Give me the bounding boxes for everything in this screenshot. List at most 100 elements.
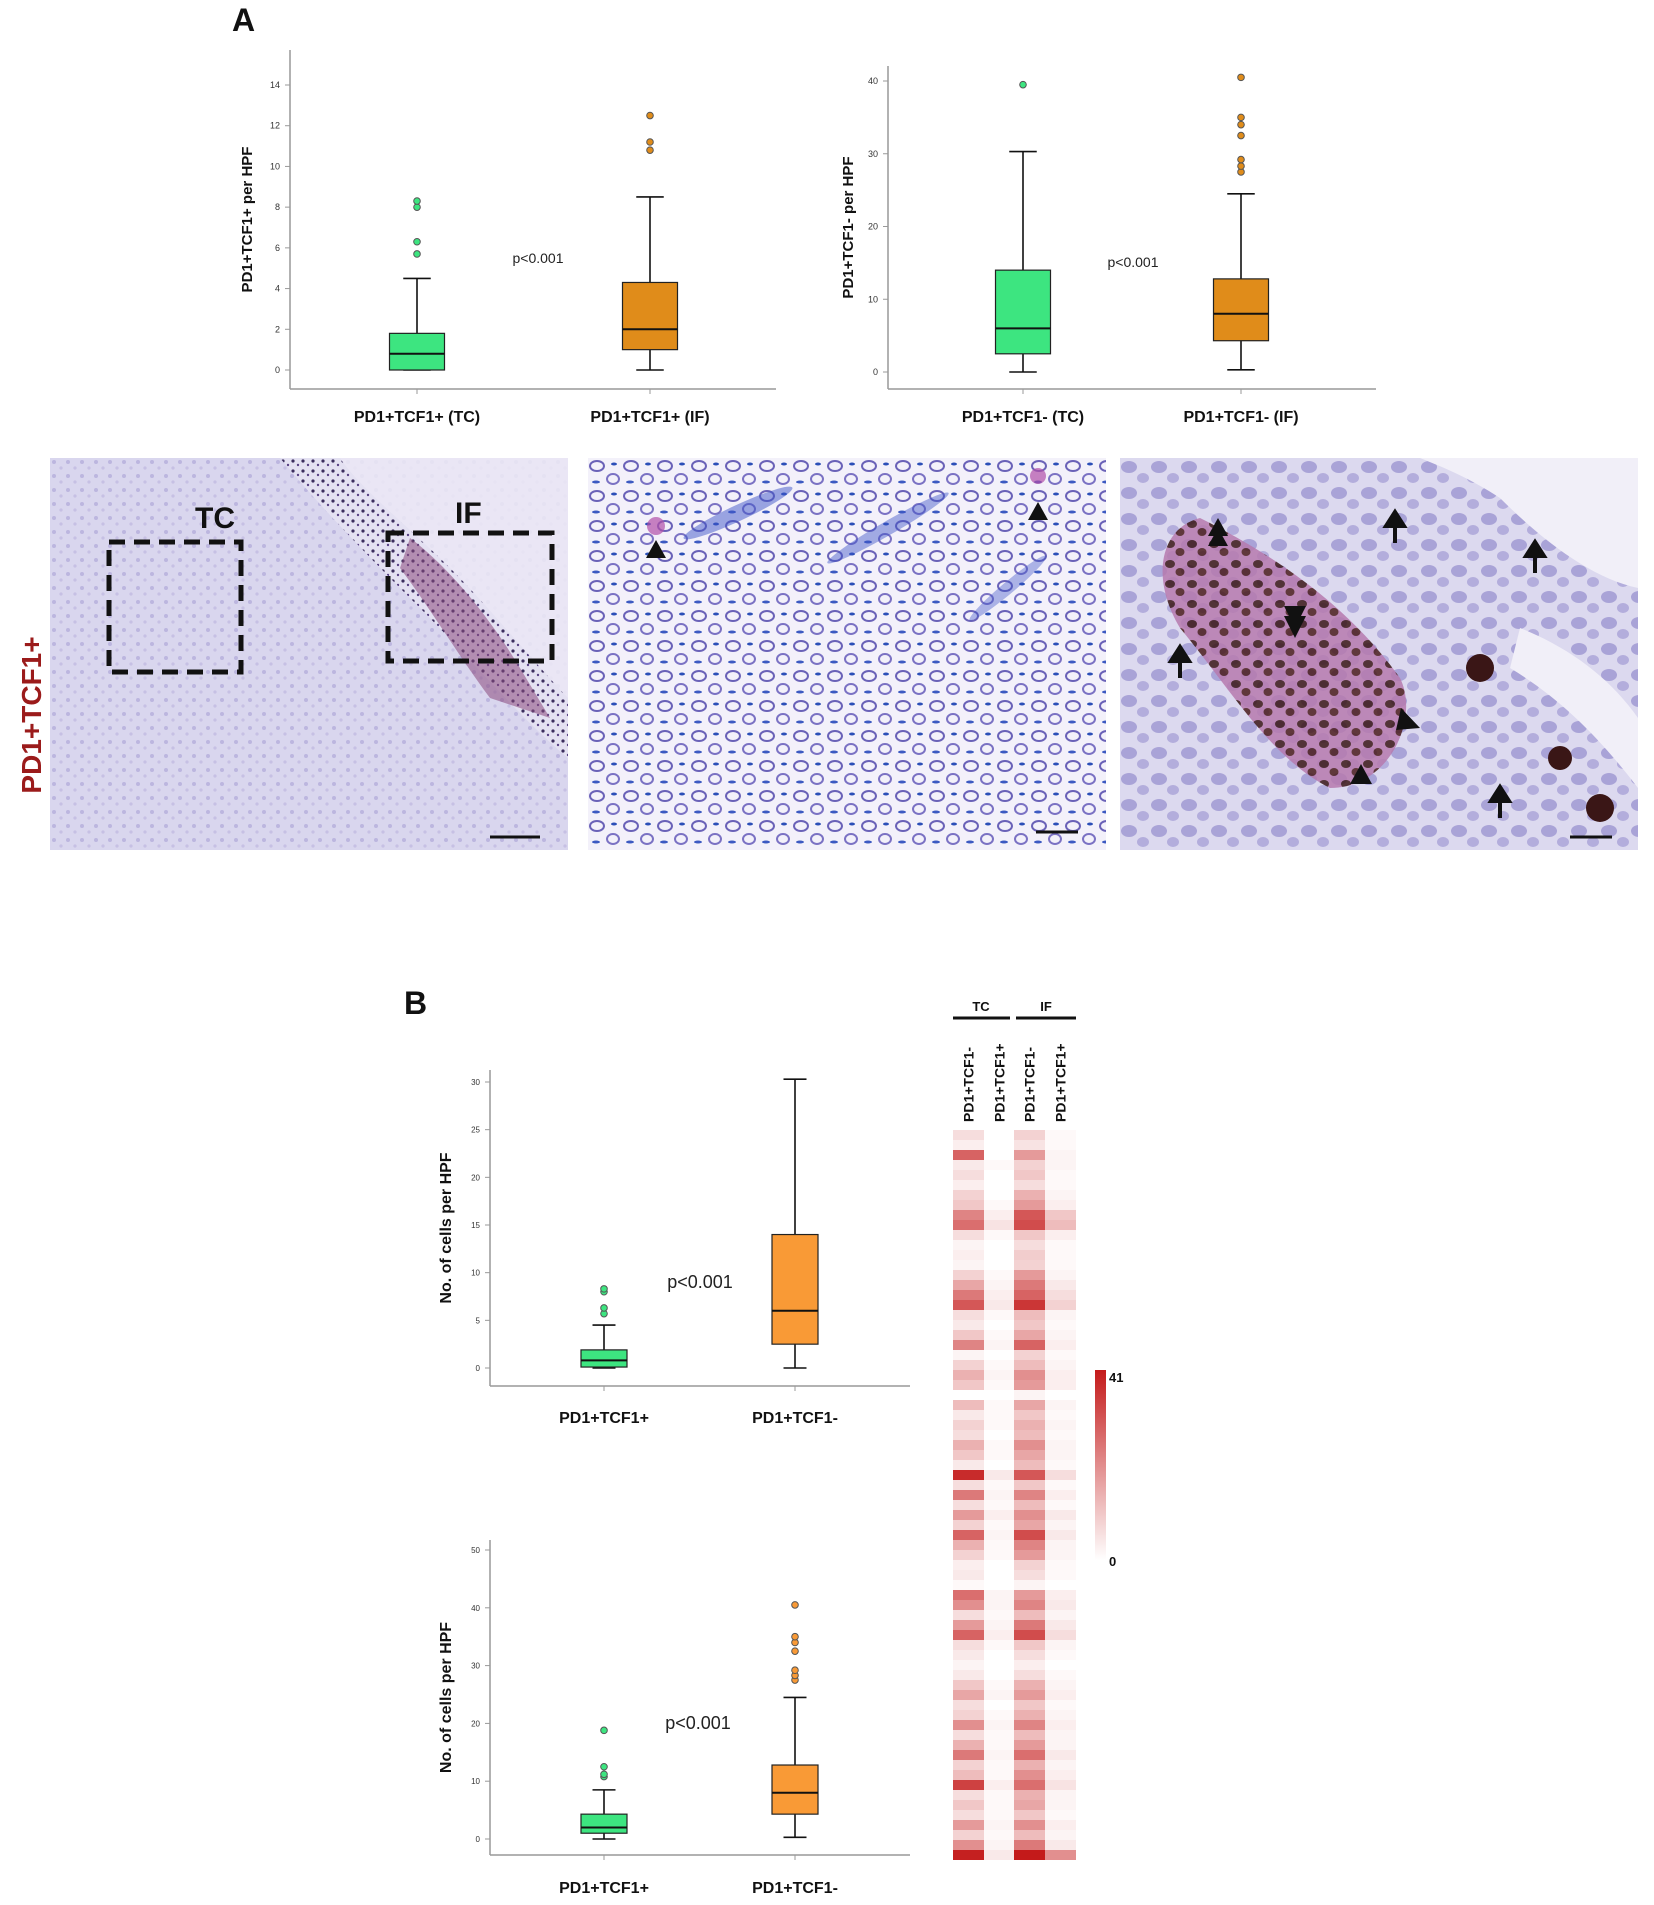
outlier-point [791,1666,799,1675]
heatmap-cell [953,1790,984,1800]
heatmap-cell [953,1210,984,1220]
heatmap-cell [1045,1770,1076,1780]
outlier-point [1019,80,1027,89]
heatmap-cell [1014,1180,1045,1190]
heatmap-cell [984,1620,1015,1630]
box [580,1349,628,1368]
heatmap-cell [1014,1270,1045,1280]
micrograph-label-if: IF [455,497,482,530]
heatmap-cell [984,1220,1015,1230]
chart-title: TC [687,1045,713,1050]
heatmap-cell [1045,1340,1076,1350]
heatmap-cell [953,1550,984,1560]
heatmap-cell [953,1270,984,1280]
outlier-point [1237,131,1245,140]
heatmap-cell [984,1250,1015,1260]
heatmap-cell [1045,1360,1076,1370]
heatmap-cell [953,1400,984,1410]
heatmap-cell [953,1730,984,1740]
heatmap-cell [1014,1600,1045,1610]
heatmap-cell [1014,1380,1045,1390]
heatmap-cell [1045,1830,1076,1840]
y-tick-label: 20 [471,1719,480,1728]
heatmap-cell [1045,1800,1076,1810]
heatmap-cell [1045,1410,1076,1420]
y-tick-label: 10 [270,161,280,171]
heatmap-cell [953,1250,984,1260]
heatmap-cell [953,1480,984,1490]
box [1212,278,1270,342]
heatmap-cell [1045,1300,1076,1310]
heatmap-cell [1045,1790,1076,1800]
outlier-point [791,1632,799,1641]
heatmap-cell [1014,1690,1045,1700]
heatmap-cell [1014,1330,1045,1340]
heatmap-cell [984,1580,1015,1590]
heatmap-cell [1045,1650,1076,1660]
heatmap-cell [953,1370,984,1380]
heatmap-cell [984,1240,1015,1250]
y-tick-label: 30 [471,1078,480,1087]
heatmap-cell [1014,1360,1045,1370]
heatmap-cell [984,1390,1015,1400]
heatmap-cell [953,1320,984,1330]
heatmap-cell [984,1560,1015,1570]
y-axis-label: PD1+TCF1+ per HPF [239,147,256,293]
heatmap-cell [984,1330,1015,1340]
outlier-point [646,138,654,146]
heatmap-cell [984,1260,1015,1270]
heatmap-cell [953,1300,984,1310]
category-label: PD1+TCF1- (TC) [962,409,1084,426]
heatmap-cell [1045,1590,1076,1600]
heatmap-cell [1045,1180,1076,1190]
heatmap-cell [984,1780,1015,1790]
boxplot-a-tcf1-positive: 0 2 4 6 8 10 12 14 PD1+TCF1+ per HPF p<0.001 PD1+T… [239,50,776,426]
heatmap-cell [953,1600,984,1610]
heatmap-cell [984,1480,1015,1490]
heatmap-cell [953,1830,984,1840]
outlier-point [1237,155,1245,164]
heatmap-cell [953,1230,984,1240]
y-tick-label: 5 [476,1316,481,1325]
heatmap-cell [1045,1170,1076,1180]
group-label-if: IF [1040,999,1052,1014]
heatmap-cell [1045,1370,1076,1380]
heatmap-cell [984,1440,1015,1450]
heatmap-cell [953,1690,984,1700]
heatmap-cell [1014,1400,1045,1410]
y-axis-label: No. of cells per HPF [438,1152,455,1303]
heatmap-cell [1045,1240,1076,1250]
heatmap-cell [984,1210,1015,1220]
heatmap-cell [984,1570,1015,1580]
heatmap-cell [1014,1830,1045,1840]
heatmap-cell [984,1660,1015,1670]
heatmap-cell [953,1770,984,1780]
heatmap-cell [1014,1510,1045,1520]
heatmap-cell [1045,1520,1076,1530]
heatmap-cell [984,1140,1015,1150]
y-tick-label: 10 [471,1269,480,1278]
outlier-point [600,1762,608,1771]
heatmap-cell [953,1380,984,1390]
heatmap-cell [1045,1850,1076,1860]
category-label: PD1+TCF1+ [559,1880,649,1897]
outlier-point [600,1770,608,1779]
heatmap-cell [1014,1240,1045,1250]
heatmap-cell [984,1760,1015,1770]
heatmap-cell [1014,1670,1045,1680]
heatmap-cell [1014,1410,1045,1420]
p-value-annotation: p<0.001 [667,1272,733,1292]
heatmap-cell [1045,1490,1076,1500]
heatmap-cell [953,1800,984,1810]
heatmap-cell [1014,1620,1045,1630]
heatmap-cell [1045,1430,1076,1440]
heatmap-cell [1045,1570,1076,1580]
heatmap-cell [1014,1390,1045,1400]
colorbar-max-label: 41 [1109,1370,1123,1385]
heatmap-cell [1014,1130,1045,1140]
heatmap-cell [1014,1230,1045,1240]
heatmap-cell [1014,1280,1045,1290]
heatmap-cell [1045,1350,1076,1360]
heatmap-cell [984,1170,1015,1180]
heatmap-cell [1045,1540,1076,1550]
